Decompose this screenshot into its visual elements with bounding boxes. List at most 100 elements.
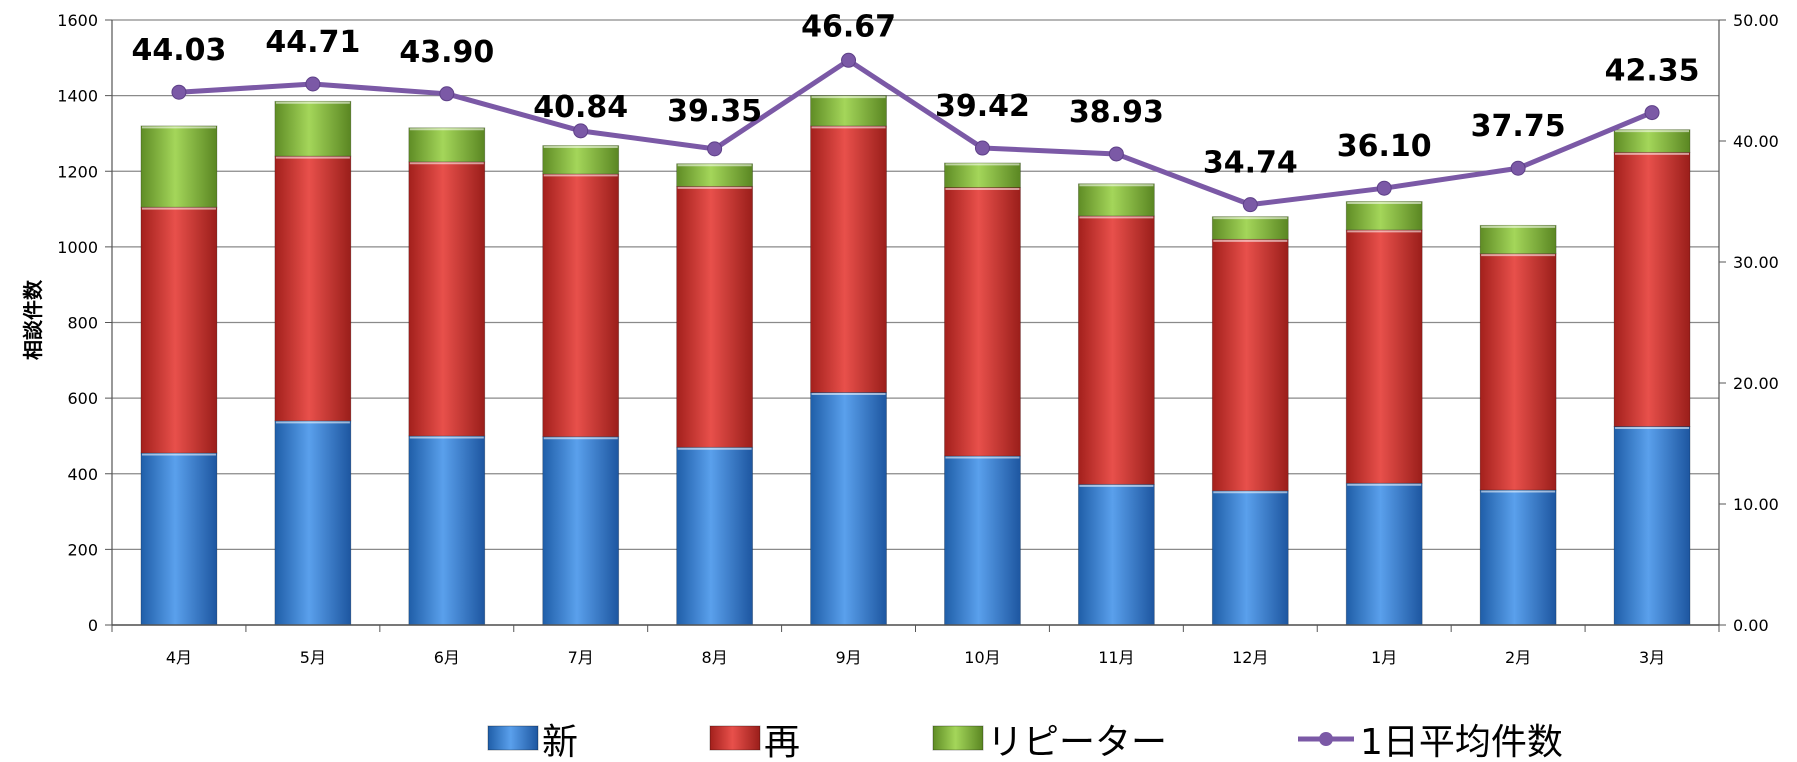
bar-segment-new [1479, 489, 1557, 626]
x-tick-label: 6月 [434, 648, 460, 667]
line-data-label: 43.90 [399, 35, 494, 70]
y2-tick-label: 20.00 [1733, 374, 1779, 393]
bar-segment-repeat [1345, 229, 1423, 484]
y2-tick-label: 10.00 [1733, 495, 1779, 514]
line-point [171, 84, 187, 100]
x-tick-label: 10月 [964, 648, 1000, 667]
line-data-label: 37.75 [1471, 109, 1566, 144]
bar-segment-repeater [1613, 129, 1691, 153]
line-point [1242, 197, 1258, 213]
x-tick-label: 3月 [1639, 648, 1665, 667]
x-tick-label: 7月 [568, 648, 594, 667]
line-point [439, 86, 455, 102]
bar-segment-repeater [810, 95, 887, 127]
line-point [974, 140, 990, 156]
x-tick-label: 8月 [702, 648, 728, 667]
line-data-label: 39.35 [667, 94, 762, 129]
legend-label: 1日平均件数 [1360, 722, 1563, 762]
bar-segment-new [542, 436, 620, 626]
line-point [1510, 160, 1526, 176]
line-data-label: 34.74 [1203, 146, 1298, 181]
y-tick-label: 200 [67, 540, 98, 559]
bar-segment-new [1211, 490, 1289, 626]
legend-swatch [709, 725, 761, 751]
bar-segment-repeater [944, 162, 1021, 188]
line-point [707, 141, 723, 157]
legend: 新 再 リピーター 1日平均件数 [487, 722, 1563, 762]
legend-label: 新 [542, 722, 578, 762]
right-y-axis: 0.00 10.00 20.00 30.00 40.00 50.00 [1718, 11, 1779, 635]
x-tick-label: 11月 [1098, 648, 1134, 667]
x-tick-label: 5月 [300, 648, 326, 667]
bar-segment-repeater [1479, 224, 1557, 255]
bar-segment-new [676, 446, 754, 626]
line-data-label: 38.93 [1069, 95, 1164, 130]
data-labels: 44.03 44.71 43.90 40.84 39.35 46.67 39.42 38.93… [132, 9, 1700, 180]
x-tick-label: 9月 [835, 648, 861, 667]
bar-segment-repeat [140, 206, 218, 454]
x-tick-label: 4月 [166, 648, 192, 667]
bar-segment-repeater [1211, 216, 1289, 240]
left-y-axis: 0 200 400 600 800 1000 1200 1400 1600 [57, 11, 113, 635]
y2-tick-label: 40.00 [1733, 132, 1779, 151]
y-tick-label: 600 [67, 389, 98, 408]
bar-segment-new [140, 452, 218, 626]
line-data-label: 46.67 [801, 9, 896, 44]
bar-segment-repeater [274, 100, 352, 157]
bar-segment-repeater [140, 125, 218, 208]
line-point [573, 123, 589, 139]
line-series-path [178, 57, 1654, 208]
bar-segment-repeater [1077, 183, 1155, 217]
bar-segment-repeat [944, 187, 1021, 457]
bar-segment-repeat [1211, 238, 1289, 492]
bar-segment-repeat [408, 161, 486, 437]
y-tick-label: 1600 [57, 11, 98, 30]
bar-segment-repeat [1077, 215, 1155, 485]
line-point [841, 52, 857, 68]
y2-tick-label: 0.00 [1733, 616, 1769, 635]
y-tick-label: 800 [67, 314, 98, 333]
y-tick-label: 0 [88, 616, 98, 635]
bar-segment-repeater [542, 145, 620, 175]
line-data-label: 39.42 [935, 89, 1030, 124]
y-axis-title: 相談件数 [21, 279, 45, 360]
y2-tick-label: 50.00 [1733, 11, 1779, 30]
line-data-label: 40.84 [533, 90, 628, 125]
x-tick-label: 1月 [1371, 648, 1397, 667]
line-point [305, 76, 321, 92]
bar-segment-new [1077, 483, 1155, 626]
line-point [1376, 180, 1392, 196]
line-data-label: 44.03 [132, 33, 227, 68]
line-data-label: 44.71 [265, 25, 360, 60]
y2-tick-label: 30.00 [1733, 253, 1779, 272]
bar-segment-repeater [1345, 201, 1423, 231]
legend-line-marker [1319, 732, 1333, 746]
line-data-label: 36.10 [1337, 129, 1432, 164]
bar-series [140, 95, 1691, 626]
bar-segment-new [408, 435, 486, 626]
bar-segment-new [944, 455, 1021, 626]
legend-swatch [932, 725, 984, 751]
y-tick-label: 400 [67, 465, 98, 484]
y-tick-label: 1400 [57, 87, 98, 106]
x-tick-label: 12月 [1232, 648, 1268, 667]
line-data-label: 42.35 [1605, 54, 1700, 89]
bar-segment-repeater [676, 163, 754, 187]
legend-label: 再 [764, 722, 800, 762]
bar-segment-repeat [1613, 151, 1691, 427]
x-axis: 4月 5月 6月 7月 8月 9月 10月 11月 12月 1月 2月 3月 [111, 624, 1720, 667]
bar-segment-new [1613, 426, 1691, 626]
bar-segment-repeat [676, 185, 754, 448]
legend-swatch [487, 725, 539, 751]
y-tick-label: 1000 [57, 238, 98, 257]
bar-segment-repeat [542, 173, 620, 438]
bar-segment-repeater [408, 127, 486, 163]
bar-segment-repeat [274, 155, 352, 422]
bar-segment-new [810, 392, 887, 626]
bar-segment-new [274, 420, 352, 626]
bar-segment-repeat [1479, 253, 1557, 491]
line-series [171, 52, 1660, 213]
y-tick-label: 1200 [57, 162, 98, 181]
bar-segment-repeat [810, 125, 887, 393]
